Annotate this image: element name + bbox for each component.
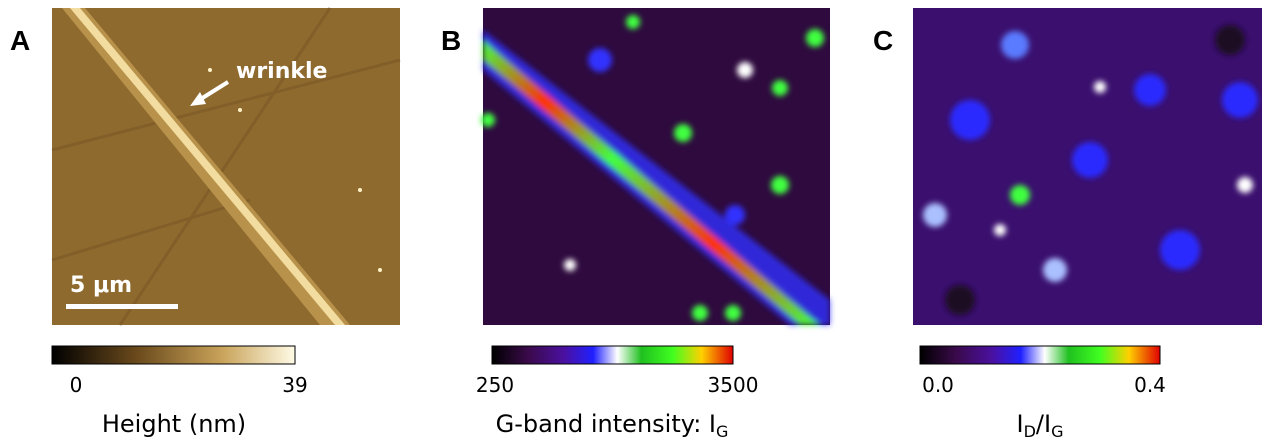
colorbar	[491, 345, 734, 365]
colorbar-tick-label: 0.0	[922, 373, 954, 397]
colorbar-title-part: /I	[1036, 410, 1051, 438]
colorbar-tick-label: 0.4	[1134, 373, 1166, 397]
colorbar-tick-label: 3500	[708, 373, 759, 397]
scale-bar-label: 5 μm	[70, 273, 132, 298]
panel-label: C	[873, 25, 893, 56]
panel-label: A	[10, 25, 30, 56]
colorbar-title-part: Height (nm)	[102, 410, 246, 438]
arrow-head	[190, 92, 206, 106]
colorbar-tick-label: 250	[476, 373, 514, 397]
colorbar-tick-label: 0	[70, 373, 83, 397]
colorbar-title: G-band intensity: IG	[496, 410, 729, 441]
colorbar-title-part: D	[1024, 422, 1036, 441]
panel-label: B	[441, 25, 461, 56]
colorbar	[51, 345, 296, 365]
annotation: wrinkle	[236, 59, 327, 84]
colorbar	[919, 345, 1161, 365]
scale-bar	[66, 304, 178, 309]
ratio-texture	[923, 25, 1258, 315]
colorbar-title: Height (nm)	[102, 410, 246, 438]
colorbar-title-part: G-band intensity: I	[496, 410, 716, 438]
raman-texture	[481, 15, 830, 325]
colorbar-tick-label: 39	[282, 373, 307, 397]
colorbar-title-part: G	[1051, 422, 1063, 441]
colorbar-title: ID/IG	[1017, 410, 1064, 441]
colorbar-title-part: G	[716, 422, 728, 441]
afm-texture	[51, 7, 401, 326]
colorbar-title-part: I	[1017, 410, 1024, 438]
